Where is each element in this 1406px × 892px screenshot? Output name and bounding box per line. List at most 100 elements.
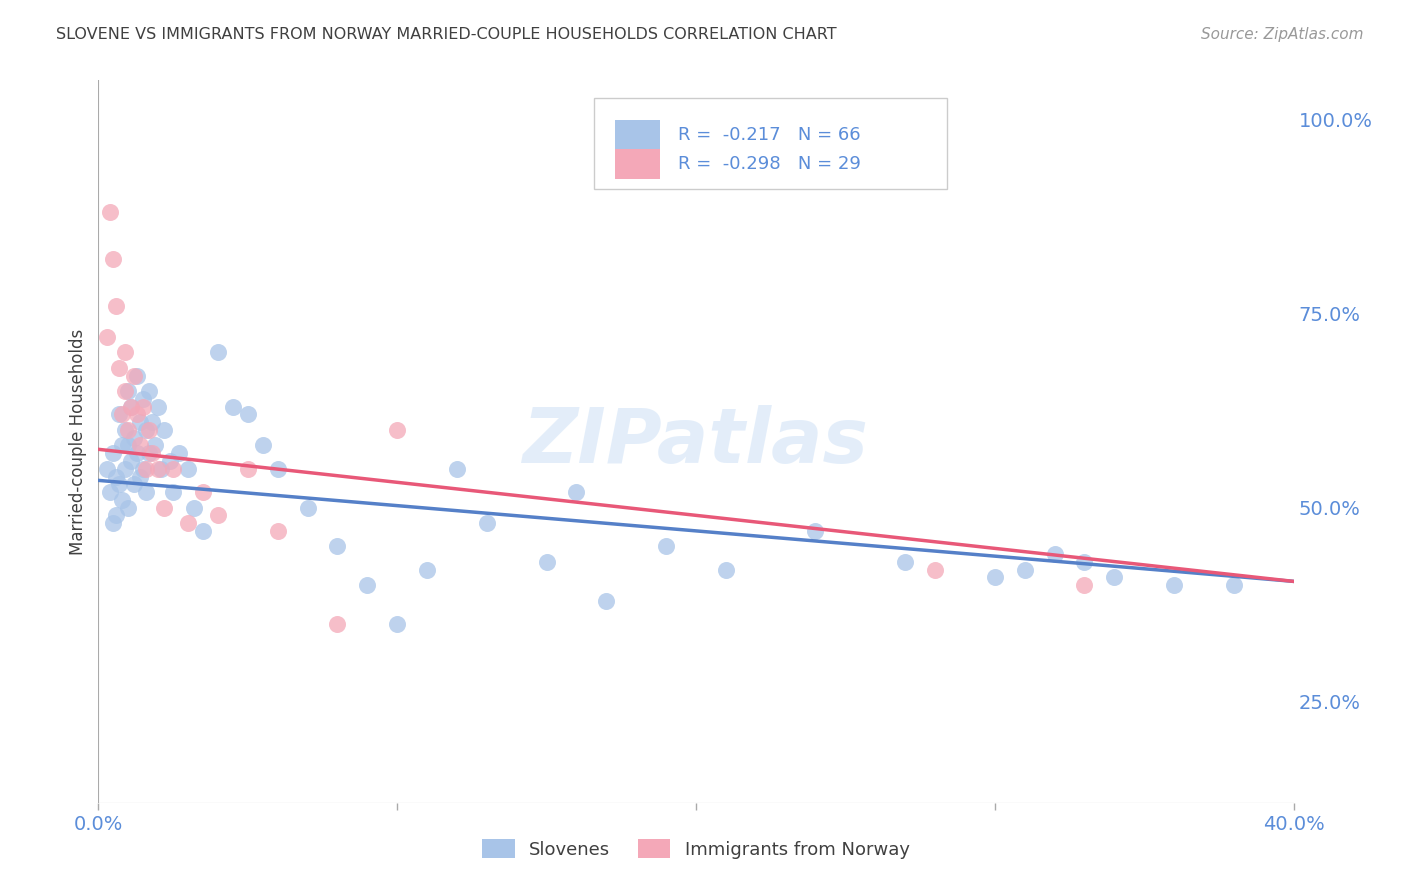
Point (105, 299, 128, 313)
FancyBboxPatch shape (614, 149, 661, 179)
Point (135, 461, 157, 475)
Point (138, 384, 160, 398)
Point (326, 617, 349, 632)
Point (356, 578, 378, 592)
Point (129, 438, 152, 452)
Point (98, 485, 122, 500)
Point (138, 423, 160, 437)
Point (1223, 578, 1246, 592)
Point (124, 368, 146, 383)
Point (236, 408, 259, 422)
Point (326, 540, 349, 554)
Point (536, 555, 558, 569)
Point (183, 500, 205, 515)
Point (267, 524, 290, 538)
Point (135, 423, 157, 437)
Point (96, 461, 118, 475)
Point (108, 408, 131, 422)
Point (141, 446, 163, 460)
Point (446, 461, 468, 475)
Point (475, 516, 498, 530)
Point (297, 500, 319, 515)
Point (162, 461, 184, 475)
Point (108, 477, 131, 491)
Point (565, 485, 588, 500)
Point (207, 508, 229, 523)
Point (127, 408, 149, 422)
Point (1073, 578, 1095, 592)
Point (252, 438, 274, 452)
Point (98, 205, 122, 219)
Point (655, 540, 678, 554)
Text: Source: ZipAtlas.com: Source: ZipAtlas.com (1201, 27, 1364, 42)
Point (1073, 555, 1095, 569)
Point (714, 563, 737, 577)
Point (1014, 563, 1036, 577)
Point (103, 516, 125, 530)
Point (124, 477, 146, 491)
Point (103, 446, 125, 460)
Text: R =  -0.298   N = 29: R = -0.298 N = 29 (678, 155, 860, 173)
Point (105, 508, 128, 523)
Point (150, 461, 173, 475)
Point (385, 617, 409, 632)
Point (132, 400, 155, 414)
Point (127, 368, 149, 383)
Point (143, 438, 166, 452)
Point (1104, 570, 1126, 584)
Point (114, 423, 136, 437)
Point (105, 469, 128, 483)
Point (120, 400, 142, 414)
Point (117, 500, 139, 515)
Point (117, 438, 139, 452)
Point (96, 329, 118, 343)
Point (114, 461, 136, 475)
Point (108, 360, 131, 375)
Point (138, 446, 160, 460)
Point (120, 454, 142, 468)
Point (135, 485, 157, 500)
Point (595, 594, 617, 608)
Point (162, 485, 184, 500)
Point (191, 524, 214, 538)
Point (148, 461, 170, 475)
Text: R =  -0.217   N = 66: R = -0.217 N = 66 (678, 126, 860, 145)
Point (984, 570, 1007, 584)
Point (120, 400, 142, 414)
Point (148, 400, 170, 414)
Point (111, 408, 134, 422)
Point (416, 563, 439, 577)
Point (222, 400, 245, 414)
Y-axis label: Married-couple Households: Married-couple Households (69, 328, 87, 555)
Point (267, 461, 290, 475)
Point (132, 392, 155, 406)
Point (124, 431, 146, 445)
Point (177, 516, 200, 530)
Point (177, 461, 200, 475)
FancyBboxPatch shape (614, 120, 661, 151)
Point (236, 461, 259, 475)
Point (132, 461, 155, 475)
Point (153, 423, 176, 437)
Point (1043, 547, 1066, 561)
Point (111, 438, 134, 452)
Point (207, 345, 229, 359)
Legend: Slovenes, Immigrants from Norway: Slovenes, Immigrants from Norway (482, 839, 910, 859)
Point (159, 454, 181, 468)
Point (385, 423, 409, 437)
Point (167, 446, 190, 460)
Point (114, 384, 136, 398)
Point (924, 563, 946, 577)
Point (804, 524, 827, 538)
Point (129, 415, 152, 429)
Point (1163, 578, 1185, 592)
Point (894, 555, 917, 569)
Point (141, 415, 163, 429)
Point (127, 446, 149, 460)
Point (117, 384, 139, 398)
Point (114, 345, 136, 359)
Point (191, 485, 214, 500)
Text: SLOVENE VS IMMIGRANTS FROM NORWAY MARRIED-COUPLE HOUSEHOLDS CORRELATION CHART: SLOVENE VS IMMIGRANTS FROM NORWAY MARRIE… (56, 27, 837, 42)
Point (111, 492, 134, 507)
Point (129, 469, 152, 483)
